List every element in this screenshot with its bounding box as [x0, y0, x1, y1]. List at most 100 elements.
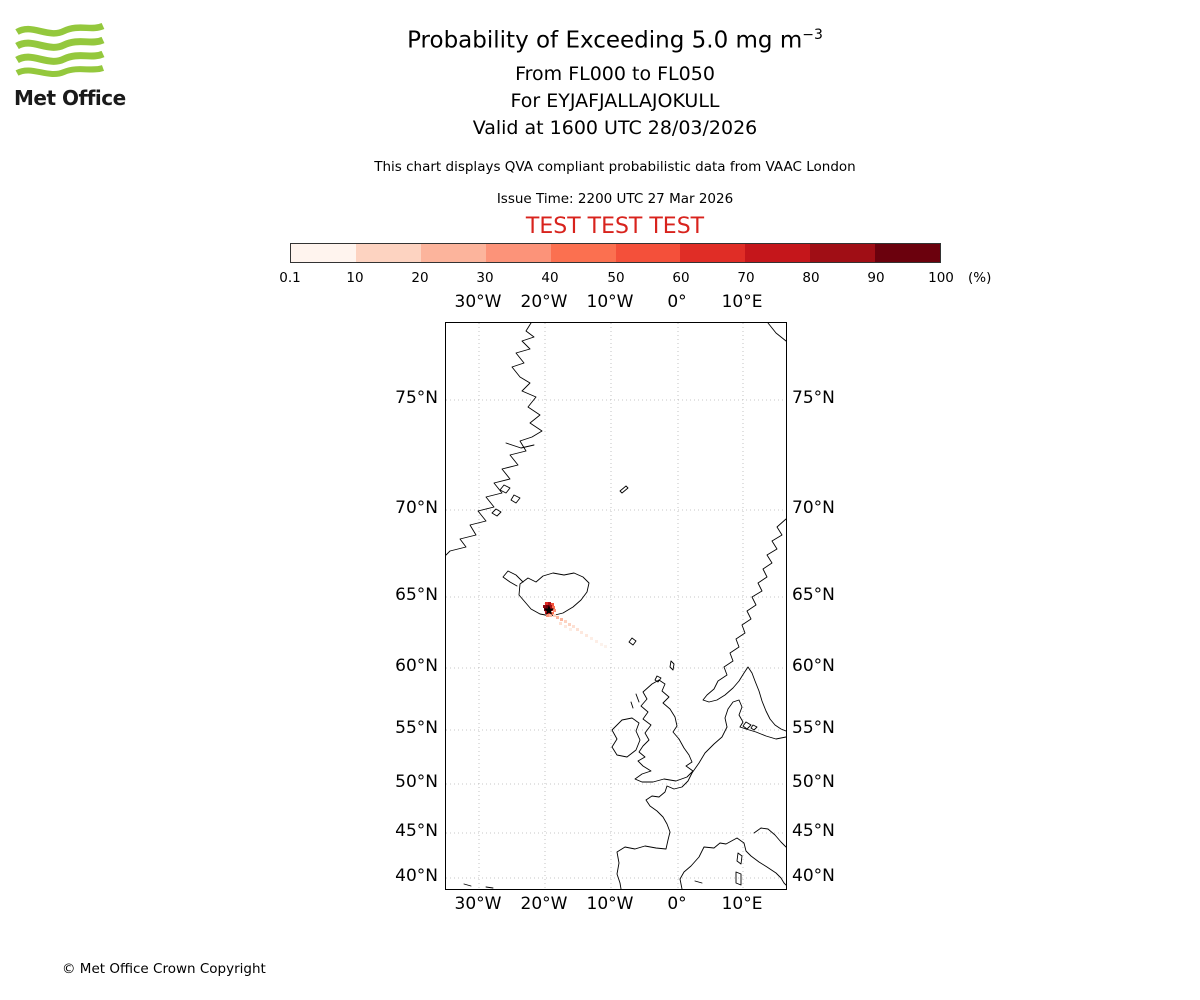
colorbar-segment: [550, 244, 616, 262]
met-office-logo-text: Met Office: [14, 86, 126, 110]
coastline-azores-2: [485, 886, 494, 889]
coastline-mediterranean: [679, 837, 786, 889]
ash-probability-cell: [585, 634, 588, 637]
coastline-greenland-fjord: [505, 442, 535, 449]
ash-probability-cell: [604, 645, 607, 648]
lon-label-bottom-10w: 10°W: [586, 894, 634, 914]
qva-note: This chart displays QVA compliant probab…: [374, 159, 856, 175]
colorbar-unit-label: (%): [968, 270, 992, 286]
coastline-svalbard-corner: [767, 323, 786, 342]
colorbar-tick-6: 60: [672, 270, 690, 286]
colorbar-segment: [745, 244, 811, 262]
coastline-hebrides-1: [635, 693, 640, 703]
ash-probability-cell: [545, 611, 548, 614]
colorbar-tick-8: 80: [802, 270, 820, 286]
lon-label-bottom-10e: 10°E: [721, 894, 763, 914]
ash-probability-cell: [569, 628, 572, 631]
colorbar-tick-2: 20: [411, 270, 429, 286]
flight-level-range: From FL000 to FL050: [515, 63, 715, 85]
ash-probability-cell: [600, 643, 603, 646]
chart-title-text: Probability of Exceeding 5.0 mg m: [407, 27, 803, 54]
colorbar-tick-3: 30: [476, 270, 494, 286]
ash-probability-cell: [559, 622, 562, 625]
coastline-shetland: [669, 660, 675, 671]
graticule: [446, 323, 786, 889]
ash-probability-cell: [572, 625, 575, 628]
ash-probability-cell: [551, 612, 554, 615]
chart-title-exponent: −3: [802, 27, 823, 43]
ash-probability-cell: [556, 616, 559, 619]
ash-probability-cell: [568, 623, 571, 626]
map-frame: [445, 322, 787, 890]
issue-time: Issue Time: 2200 UTC 27 Mar 2026: [496, 191, 734, 207]
lat-label-left-70n: 70°N: [395, 498, 438, 518]
lon-label-bottom-20w: 20°W: [520, 894, 568, 914]
coastline-hebrides-2: [630, 701, 634, 709]
lat-label-right-50n: 50°N: [792, 772, 835, 792]
colorbar-segment: [291, 244, 356, 262]
chart-title: Probability of Exceeding 5.0 mg m−3: [30, 27, 1200, 54]
lat-label-left-65n: 65°N: [395, 585, 438, 605]
coastline-adriatic: [753, 827, 786, 848]
coastline-greenland-island-2: [510, 494, 521, 504]
lon-label-bottom-30w: 30°W: [454, 894, 502, 914]
coastline-corsica: [736, 852, 743, 865]
colorbar-segment: [810, 244, 876, 262]
coastline-continental-west: [616, 726, 728, 889]
colorbar-segment: [680, 244, 746, 262]
ash-probability-cell: [549, 605, 552, 608]
ash-probability-cell: [543, 605, 546, 608]
colorbar-segment: [615, 244, 681, 262]
ash-probability-cell: [549, 614, 552, 617]
lon-label-top-20w: 20°W: [520, 292, 568, 312]
coastlines: [446, 323, 786, 889]
lat-label-right-40n: 40°N: [792, 866, 835, 886]
coastline-greenland: [446, 323, 543, 556]
colorbar-segment: [485, 244, 551, 262]
ash-probability-cell: [546, 614, 549, 617]
coastline-ireland: [611, 717, 641, 758]
lat-label-left-50n: 50°N: [395, 772, 438, 792]
colorbar-tick-9: 90: [867, 270, 885, 286]
lat-label-left-60n: 60°N: [395, 656, 438, 676]
coastline-faroe: [628, 637, 637, 646]
volcano-name-line: For EYJAFJALLAJOKULL: [510, 90, 720, 112]
ash-probability-cell: [595, 640, 598, 643]
lon-label-top-10w: 10°W: [586, 292, 634, 312]
colorbar-segment: [875, 244, 941, 262]
colorbar-segment: [355, 244, 421, 262]
lat-label-left-55n: 55°N: [395, 718, 438, 738]
coastline-greenland-island-1: [499, 484, 511, 494]
lat-label-right-55n: 55°N: [792, 718, 835, 738]
coastline-sardinia: [735, 871, 742, 886]
lat-label-right-65n: 65°N: [792, 585, 835, 605]
colorbar-tick-0: 0.1: [279, 270, 301, 286]
lat-label-left-45n: 45°N: [395, 821, 438, 841]
lat-label-right-70n: 70°N: [792, 498, 835, 518]
ash-probability-cell: [553, 609, 556, 612]
coastline-denmark: [724, 699, 744, 728]
ash-probability-cell: [551, 603, 554, 606]
valid-time-line: Valid at 1600 UTC 28/03/2026: [472, 117, 758, 139]
test-banner: TEST TEST TEST: [525, 214, 705, 239]
colorbar-tick-7: 70: [737, 270, 755, 286]
lon-label-top-10e: 10°E: [721, 292, 763, 312]
colorbar-tick-5: 50: [607, 270, 625, 286]
ash-probability-cell: [545, 602, 548, 605]
ash-probability-cell: [548, 602, 551, 605]
coastline-baltic: [739, 726, 786, 740]
ash-probability-cell: [560, 618, 563, 621]
colorbar-segment: [420, 244, 486, 262]
lat-label-right-60n: 60°N: [792, 656, 835, 676]
ash-probability-cell: [580, 631, 583, 634]
lon-label-top-0: 0°: [667, 292, 687, 312]
colorbar-tick-4: 40: [541, 270, 559, 286]
coastline-iceland: [518, 572, 590, 617]
ash-probability-cell: [564, 625, 567, 628]
ash-probability-cell: [552, 606, 555, 609]
colorbar-tick-10: 100: [928, 270, 954, 286]
met-office-logo: Met Office: [14, 22, 144, 110]
ash-probability-cell: [576, 628, 579, 631]
lon-label-top-30w: 30°W: [454, 292, 502, 312]
